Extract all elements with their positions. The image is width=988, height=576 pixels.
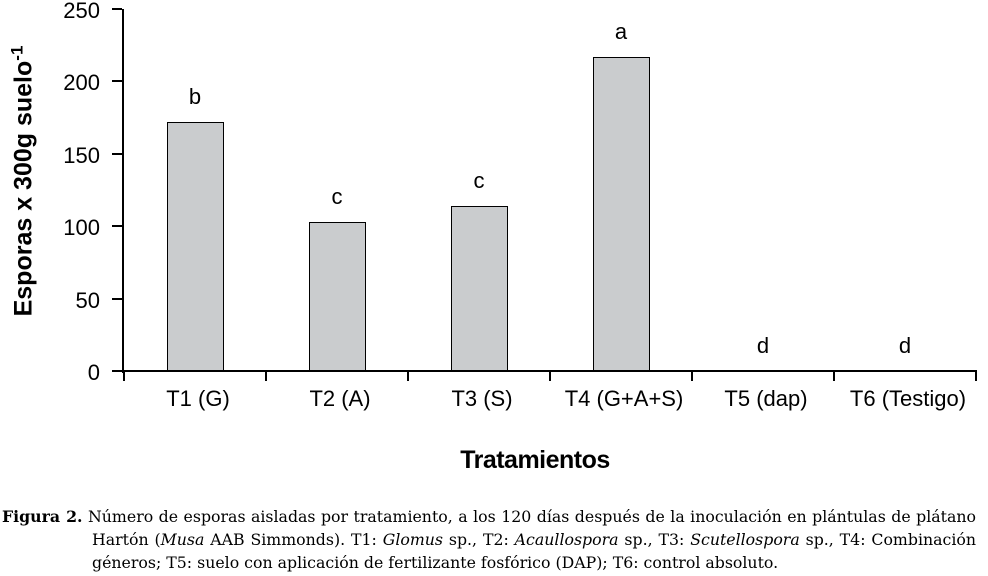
- y-tick: [112, 370, 122, 372]
- x-tick-label: T4 (G+A+S): [564, 385, 684, 411]
- y-tick-label: 100: [63, 215, 100, 241]
- caption-text: sp., T4: Combinación géneros; T5: suelo …: [92, 530, 977, 572]
- caption-species-name: Scutellospora: [690, 530, 800, 549]
- x-tick: [691, 372, 693, 381]
- x-tick: [407, 372, 409, 381]
- x-tick: [265, 372, 267, 381]
- y-axis-title-exponent: -1: [7, 45, 27, 61]
- y-tick-label: 50: [75, 287, 100, 313]
- figure-caption: Figura 2. Número de esporas aisladas por…: [2, 505, 976, 574]
- y-tick: [112, 80, 122, 83]
- x-tick-label: T1 (G): [166, 385, 230, 411]
- y-tick-label: 200: [63, 70, 100, 96]
- caption-species-name: Glomus: [382, 530, 443, 549]
- y-axis-title: Esporas x 300g suelo-1: [7, 46, 38, 317]
- y-tick: [112, 297, 122, 300]
- caption-species-name: Musa: [160, 530, 205, 549]
- bar-stat-letter: b: [188, 83, 202, 109]
- bar-stat-letter: a: [614, 18, 628, 44]
- x-tick: [549, 372, 551, 381]
- bar-T3 (S): [450, 205, 508, 371]
- bar-stat-letter: c: [473, 167, 485, 193]
- x-tick: [975, 372, 977, 381]
- bar-stat-letter: c: [331, 183, 343, 209]
- x-tick-label: T6 (Testigo): [849, 385, 967, 411]
- y-tick: [112, 8, 122, 10]
- caption-text: sp., T3:: [618, 530, 691, 549]
- y-tick-label: 250: [63, 0, 100, 23]
- y-axis-title-text: Esporas x 300g suelo: [9, 60, 38, 317]
- y-tick-label: 0: [87, 360, 100, 385]
- x-axis-line: [122, 370, 977, 372]
- caption-text: AAB Simmonds). T1:: [204, 530, 383, 549]
- x-tick-label: T2 (A): [309, 385, 371, 411]
- y-tick: [112, 225, 122, 228]
- bar-T2 (A): [308, 221, 366, 371]
- bar-stat-letter: d: [756, 333, 770, 358]
- bar-T1 (G): [166, 121, 224, 371]
- caption-text: sp., T2:: [443, 530, 515, 549]
- y-tick: [112, 152, 122, 155]
- x-tick: [123, 372, 125, 381]
- caption-species-name: Acaullospora: [514, 530, 619, 549]
- x-tick-label: T3 (S): [451, 385, 513, 411]
- bar-stat-letter: d: [898, 333, 912, 358]
- x-tick-label: T5 (dap): [724, 385, 808, 411]
- y-tick-label: 150: [63, 142, 100, 168]
- y-axis-line: [122, 9, 124, 373]
- x-tick: [833, 372, 835, 381]
- caption-text: Número de esporas aisladas por tratamien…: [82, 507, 976, 549]
- x-axis-title: Tratamientos: [460, 446, 610, 474]
- bar-T4 (G+A+S): [592, 56, 650, 371]
- caption-figure-label: Figura 2.: [2, 507, 83, 526]
